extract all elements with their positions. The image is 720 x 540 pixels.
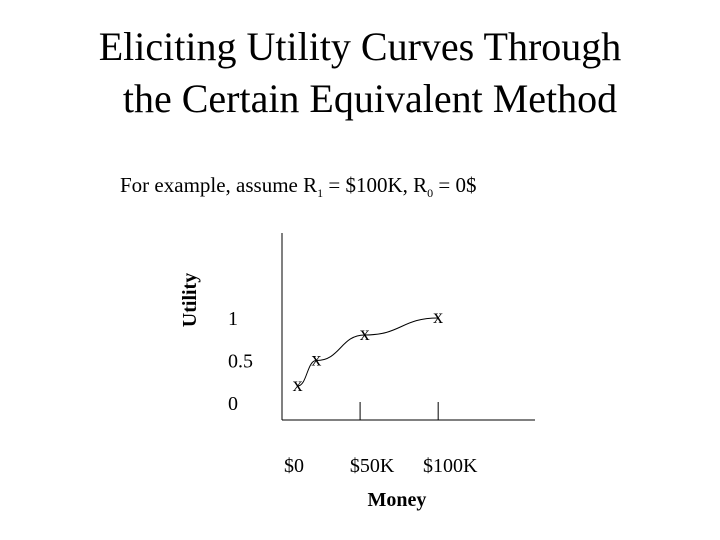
- title-line: the Certain Equivalent Method: [123, 76, 617, 121]
- subtitle-part: For example, assume R: [120, 173, 317, 197]
- subscript: 0: [427, 186, 433, 200]
- subtitle-part: = 0$: [433, 173, 476, 197]
- y-tick-label: 1: [228, 308, 238, 330]
- x-tick-label: $100K: [423, 455, 478, 477]
- subscript: 1: [317, 186, 323, 200]
- x-axis-label: Money: [368, 489, 427, 511]
- data-marker: x: [311, 349, 321, 371]
- y-tick-label: 0: [228, 393, 238, 415]
- data-marker: x: [293, 374, 303, 396]
- y-axis-label: Utility: [179, 273, 201, 327]
- subtitle-part: = $100K, R: [323, 173, 427, 197]
- x-tick-label: $50K: [350, 455, 395, 477]
- subtitle: For example, assume R1 = $100K, R0 = 0$: [120, 173, 477, 200]
- y-tick-label: 0.5: [228, 351, 253, 373]
- utility-curve: [297, 317, 439, 387]
- data-marker: x: [360, 323, 370, 345]
- x-tick-label: $0: [284, 455, 304, 477]
- data-marker: x: [433, 306, 443, 328]
- title-line: Eliciting Utility Curves Through: [99, 24, 622, 69]
